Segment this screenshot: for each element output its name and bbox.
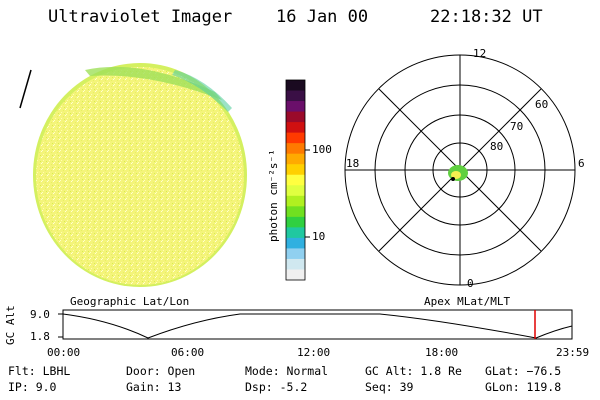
mlt-label-top: 12 <box>473 47 487 60</box>
gain-info: Gain: 13 <box>126 380 182 394</box>
time-label: 22:18:32 UT <box>430 7 543 27</box>
orientation-marker <box>19 69 32 109</box>
colorbar-segment <box>286 269 305 281</box>
colorbar-segment <box>286 195 305 207</box>
mlt-label-right: 6 <box>578 157 585 170</box>
gc-alt-info: GC Alt: 1.8 Re <box>365 364 462 378</box>
colorbar-unit-label: photon cm⁻²s⁻¹ <box>267 149 280 242</box>
timeline-left-title: Geographic Lat/Lon <box>70 295 190 308</box>
date-label: 16 Jan 00 <box>276 7 369 27</box>
uv-earth-image <box>33 63 247 287</box>
colorbar-segment <box>286 153 305 165</box>
filter-info: Flt: LBHL <box>8 364 71 378</box>
mode-info: Mode: Normal <box>245 364 329 378</box>
y-tick-top: 9.0 <box>30 308 50 321</box>
colorbar-segment <box>286 227 305 239</box>
dsp-info: Dsp: -5.2 <box>245 380 308 394</box>
colorbar-segment <box>286 206 305 218</box>
colorbar-segment <box>286 132 305 144</box>
x-tick-1200: 12:00 <box>297 346 331 359</box>
timeline-axis-label: GC Alt <box>4 305 17 345</box>
y-tick-bottom: 1.8 <box>30 330 50 343</box>
colorbar-segment <box>286 164 305 176</box>
x-tick-1800: 18:00 <box>425 346 459 359</box>
colorbar-segment <box>286 216 305 228</box>
colorbar-segment <box>286 122 305 134</box>
colorbar-segment <box>286 80 305 92</box>
colorbar-tick-100: 100 <box>312 143 332 156</box>
x-tick-2359: 23:59 <box>556 346 590 359</box>
x-tick-0000: 00:00 <box>47 346 81 359</box>
glon-info: GLon: 119.8 <box>485 380 562 394</box>
door-info: Door: Open <box>126 364 196 378</box>
colorbar-segment <box>286 258 305 270</box>
colorbar-segment <box>286 90 305 102</box>
colorbar-segment <box>286 185 305 197</box>
seq-info: Seq: 39 <box>365 380 414 394</box>
lat-label-80: 80 <box>490 140 504 153</box>
colorbar-segment <box>286 143 305 155</box>
mlt-label-bottom: 0 <box>467 277 474 290</box>
altitude-timeline <box>58 309 573 340</box>
colorbar-segment <box>286 111 305 123</box>
colorbar <box>285 79 310 281</box>
ip-info: IP: 9.0 <box>8 380 57 394</box>
auroral-spot <box>448 165 468 181</box>
lat-label-60: 60 <box>535 98 549 111</box>
colorbar-segment <box>286 248 305 260</box>
lat-label-70: 70 <box>510 120 524 133</box>
mlt-label-left: 18 <box>346 157 360 170</box>
x-tick-0600: 06:00 <box>171 346 205 359</box>
colorbar-tick-10: 10 <box>312 230 326 243</box>
instrument-title: Ultraviolet Imager <box>48 7 233 27</box>
colorbar-segment <box>286 101 305 113</box>
colorbar-segment <box>286 237 305 249</box>
colorbar-segment <box>286 174 305 186</box>
glat-info: GLat: −76.5 <box>485 364 562 378</box>
polar-plot <box>344 54 576 286</box>
timeline-right-title: Apex MLat/MLT <box>424 295 511 308</box>
